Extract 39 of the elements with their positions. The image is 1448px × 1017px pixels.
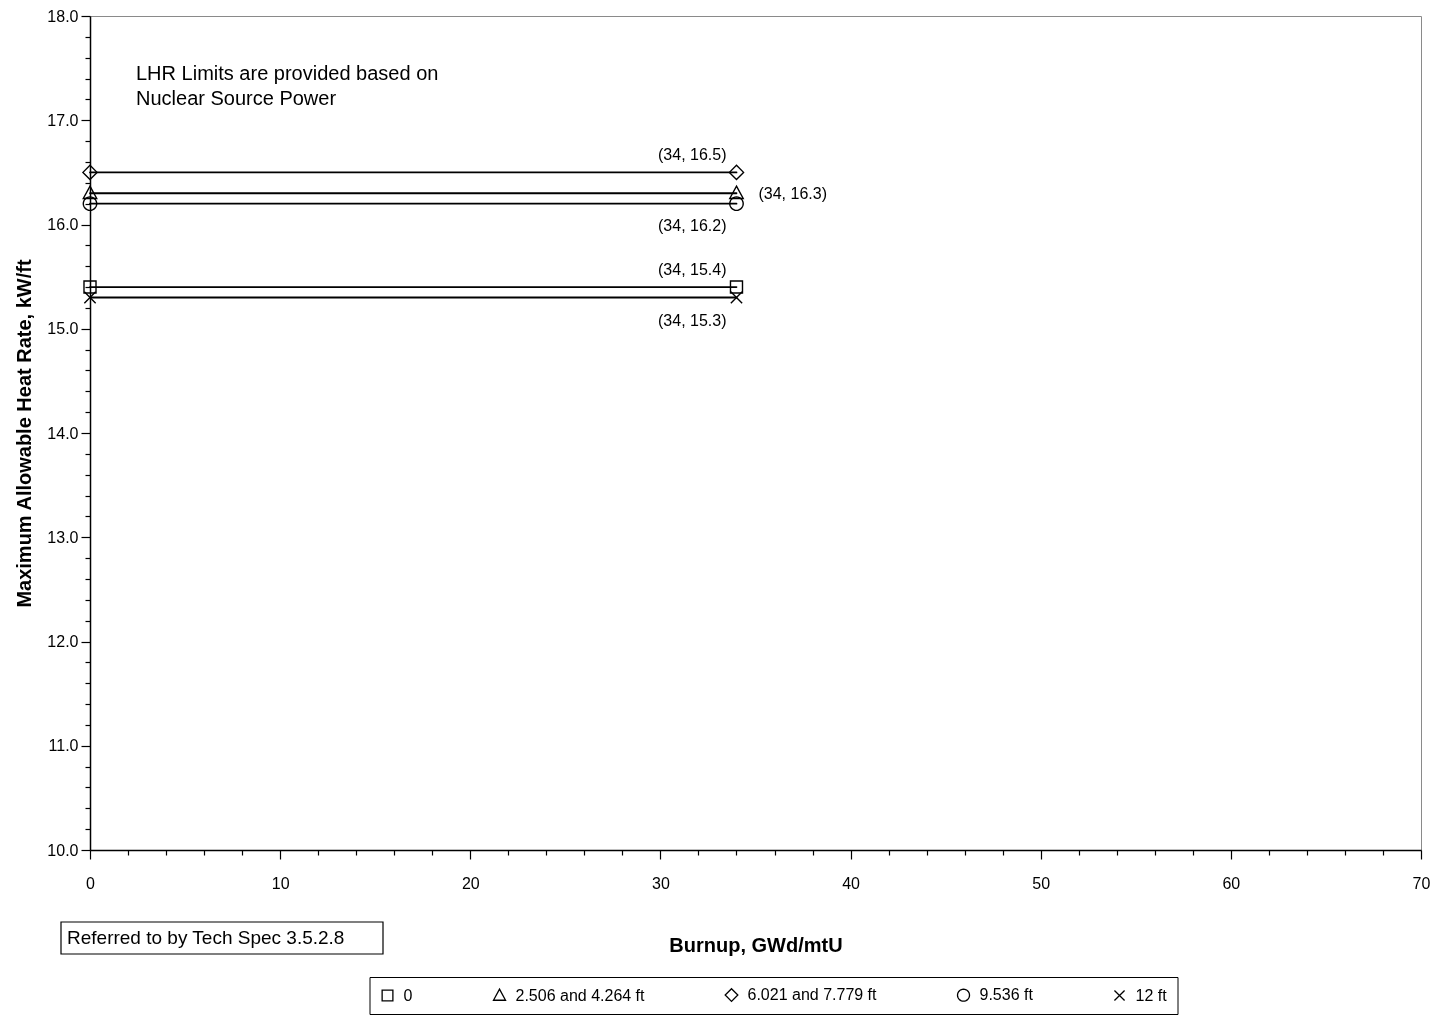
- annotation: LHR Limits are provided based on Nuclear Source Power: [136, 62, 439, 109]
- y-tick-label: 18.0: [47, 7, 79, 25]
- point: [729, 280, 744, 294]
- data-label: (34, 16.5): [658, 146, 727, 164]
- x-tick-label: 20: [461, 874, 480, 892]
- x-tick-label: 60: [1222, 874, 1241, 892]
- point: [83, 291, 97, 304]
- data-label: (34, 16.3): [758, 185, 827, 203]
- x-tick-label: 70: [1412, 874, 1431, 892]
- legend-label: 2.506 and 4.264 ft: [515, 986, 646, 1004]
- data-label: (34, 15.4): [658, 261, 727, 279]
- x-tick-label: 30: [652, 874, 670, 892]
- y-tick-label: 15.0: [47, 320, 79, 338]
- point: [82, 164, 98, 181]
- y-tick-label: 10.0: [47, 841, 79, 859]
- text: Referred to by Tech Spec 3.5.2.8: [67, 927, 345, 948]
- point: [729, 196, 744, 212]
- y-axis-title: Maximum Allowable Heat Rate, kW/ft: [13, 259, 36, 608]
- data-label: (34, 15.3): [658, 312, 727, 330]
- y-tick-label: 12.0: [47, 633, 79, 650]
- point: [730, 291, 743, 304]
- y-tick-label: 13.0: [47, 528, 79, 546]
- point: [83, 280, 97, 294]
- data-label: (34, 16.2): [658, 216, 727, 234]
- y-tick-label: 16.0: [47, 216, 79, 233]
- y-tick-label: 11.0: [48, 737, 79, 755]
- x-tick-label: 10: [271, 874, 290, 892]
- x-axis-title: Burnup, GWd/mtU: [669, 933, 843, 956]
- y-tick-label: 17.0: [47, 111, 79, 129]
- legend-label: 9.536 ft: [979, 986, 1034, 1004]
- point: [728, 164, 745, 181]
- x-tick-label: 0: [86, 874, 96, 892]
- x-tick-label: 40: [842, 874, 861, 892]
- legend-label: 0: [403, 986, 413, 1004]
- x-tick-label: 50: [1032, 874, 1051, 892]
- point: [82, 196, 98, 212]
- legend-label: 12 ft: [1135, 986, 1168, 1004]
- y-tick-label: 14.0: [47, 424, 79, 442]
- legend-label: 6.021 and 7.779 ft: [747, 986, 878, 1004]
